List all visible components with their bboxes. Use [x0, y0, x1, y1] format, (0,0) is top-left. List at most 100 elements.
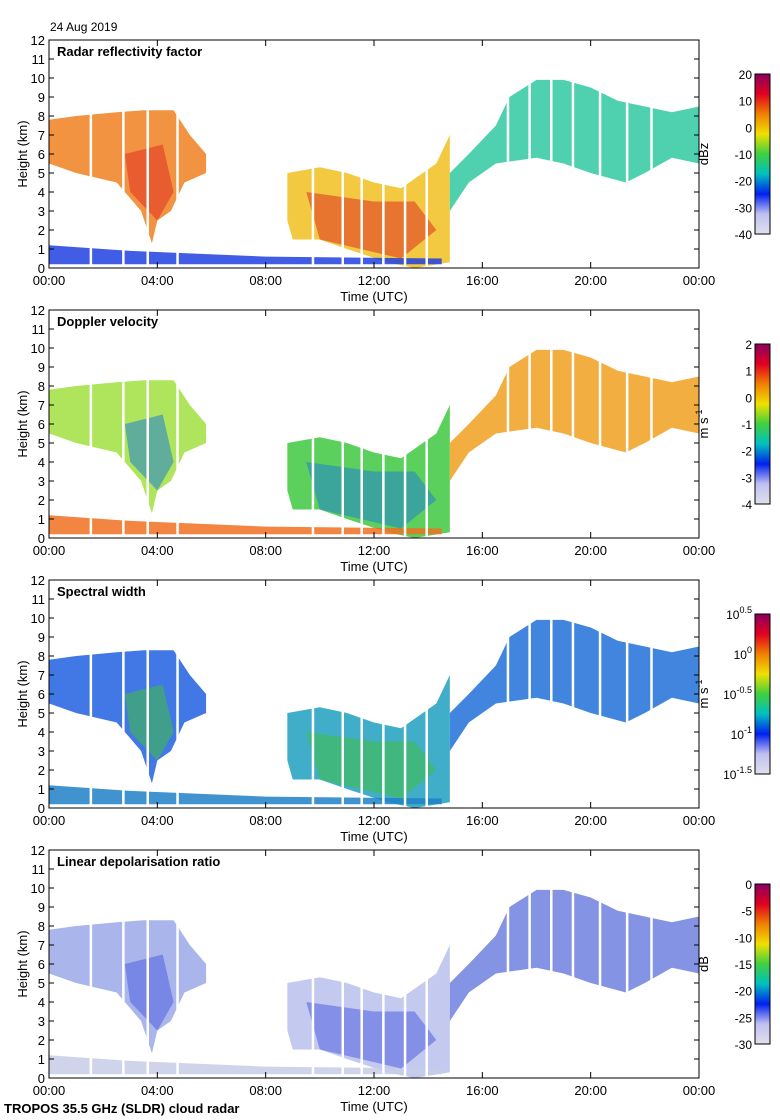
y-tick-label: 1: [38, 242, 45, 257]
y-tick-label: 10: [31, 71, 45, 86]
y-tick-label: 3: [38, 1014, 45, 1029]
data-gap: [506, 310, 510, 538]
data-gap: [425, 850, 428, 1078]
colorbar-unit: m s-1: [694, 680, 711, 709]
y-tick-label: 10: [31, 341, 45, 356]
colorbar-tick-label: 10-0.5: [723, 685, 752, 702]
x-tick-label: 20:00: [574, 1083, 607, 1098]
data-gap: [550, 40, 553, 268]
data-gap: [146, 580, 149, 808]
x-tick-label: 00:00: [683, 1083, 716, 1098]
colorbar-tick-label: -30: [735, 1038, 753, 1052]
data-gap: [425, 40, 428, 268]
x-tick-label: 12:00: [358, 273, 391, 288]
data-gap: [403, 40, 407, 268]
data-gap: [360, 40, 363, 268]
colorbar-tick-label: -4: [741, 498, 752, 512]
data-gap: [550, 850, 553, 1078]
y-tick-label: 7: [38, 398, 45, 413]
date-label: 24 Aug 2019: [50, 20, 118, 34]
x-tick-label: 12:00: [358, 543, 391, 558]
x-axis-label: Time (UTC): [340, 559, 407, 574]
colorbar-tick-label: 20: [739, 68, 753, 82]
data-gap: [598, 40, 602, 268]
colorbar-tick-label: -10: [735, 931, 753, 945]
y-tick-label: 9: [38, 900, 45, 915]
echo-region: [49, 110, 207, 244]
x-tick-label: 00:00: [33, 543, 66, 558]
y-tick-label: 5: [38, 976, 45, 991]
data-gap: [425, 580, 428, 808]
data-gap: [598, 850, 602, 1078]
x-tick-label: 16:00: [466, 273, 499, 288]
x-tick-label: 08:00: [249, 273, 282, 288]
data-gap: [311, 310, 315, 538]
data-gap: [176, 40, 179, 268]
y-tick-label: 0: [38, 1071, 45, 1086]
data-gap: [650, 580, 653, 808]
data-gap: [528, 40, 531, 268]
echo-region: [449, 79, 699, 212]
y-tick-label: 8: [38, 919, 45, 934]
colorbar-tick-label: 0: [745, 391, 752, 405]
data-gap: [89, 580, 93, 808]
y-tick-label: 1: [38, 1052, 45, 1067]
y-tick-label: 4: [38, 455, 45, 470]
x-tick-label: 04:00: [141, 1083, 174, 1098]
y-tick-label: 8: [38, 379, 45, 394]
colorbar-tick-label: -20: [735, 985, 753, 999]
data-gap: [89, 850, 93, 1078]
echo-core: [124, 684, 174, 761]
x-tick-label: 04:00: [141, 543, 174, 558]
y-tick-label: 8: [38, 109, 45, 124]
data-gap: [341, 310, 344, 538]
x-tick-label: 16:00: [466, 813, 499, 828]
y-axis-label: Height (km): [15, 660, 30, 727]
y-tick-label: 7: [38, 128, 45, 143]
data-gap: [650, 310, 653, 538]
data-gap: [176, 580, 179, 808]
data-gap: [528, 850, 531, 1078]
data-gap: [650, 850, 653, 1078]
instrument-label: TROPOS 35.5 GHz (SLDR) cloud radar: [4, 1101, 240, 1116]
data-gap: [625, 580, 629, 808]
x-tick-label: 20:00: [574, 273, 607, 288]
data-gap: [311, 580, 315, 808]
x-tick-label: 16:00: [466, 1083, 499, 1098]
x-tick-label: 04:00: [141, 813, 174, 828]
y-tick-label: 1: [38, 512, 45, 527]
y-tick-label: 12: [31, 573, 45, 588]
data-gap: [122, 580, 125, 808]
echo-region: [449, 889, 699, 1021]
data-gap: [625, 850, 629, 1078]
data-gap: [528, 580, 531, 808]
y-tick-label: 4: [38, 185, 45, 200]
data-gap: [122, 850, 125, 1078]
data-gap: [571, 850, 575, 1078]
y-axis-label: Height (km): [15, 390, 30, 457]
colorbar-tick-label: -1: [741, 418, 752, 432]
colorbar-tick-label: 10-1.5: [723, 765, 752, 782]
x-tick-label: 00:00: [33, 1083, 66, 1098]
data-gap: [122, 40, 125, 268]
y-tick-label: 7: [38, 668, 45, 683]
data-gap: [146, 40, 149, 268]
y-tick-label: 2: [38, 1033, 45, 1048]
echo-region: [449, 349, 699, 481]
x-tick-label: 16:00: [466, 543, 499, 558]
colorbar-tick-label: 2: [745, 338, 752, 352]
y-axis-label: Height (km): [15, 930, 30, 997]
data-gap: [89, 310, 93, 538]
data-gap: [650, 40, 653, 268]
y-tick-label: 9: [38, 360, 45, 375]
data-gap: [598, 580, 602, 808]
colorbar-tick-label: -2: [741, 445, 752, 459]
data-gap: [571, 40, 575, 268]
data-gap: [360, 580, 363, 808]
data-gap: [146, 850, 149, 1078]
colorbar-tick-label: -15: [735, 958, 753, 972]
y-tick-label: 6: [38, 417, 45, 432]
